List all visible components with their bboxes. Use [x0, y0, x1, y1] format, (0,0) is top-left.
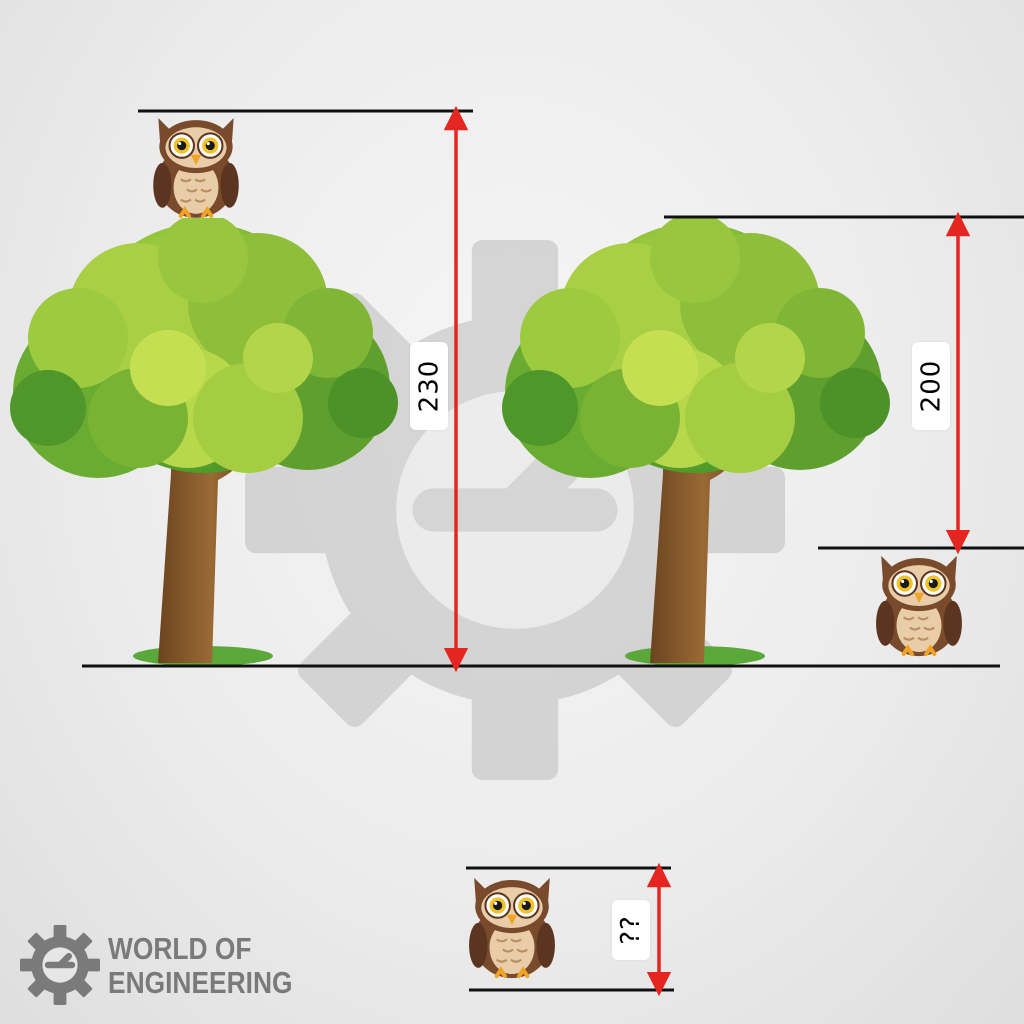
owl-icon	[153, 118, 239, 218]
tree-icon	[10, 218, 398, 666]
gear-logo-icon	[20, 925, 100, 1005]
measurement-value-200: 200	[916, 359, 947, 413]
reference-lines	[82, 109, 1024, 992]
measurement-label-bottom: ??	[612, 900, 650, 960]
brand-logo: WORLD OF ENGINEERING	[20, 925, 293, 1005]
measurement-value-unknown: ??	[615, 915, 646, 945]
measurement-label-right: 200	[912, 342, 950, 430]
brand-line-1: WORLD OF	[108, 931, 252, 966]
owl-icon	[876, 556, 962, 656]
measurement-value-230: 230	[414, 359, 445, 413]
owl-icon	[469, 878, 555, 978]
brand-line-2: ENGINEERING	[108, 965, 293, 1000]
measurement-label-left: 230	[410, 342, 448, 430]
